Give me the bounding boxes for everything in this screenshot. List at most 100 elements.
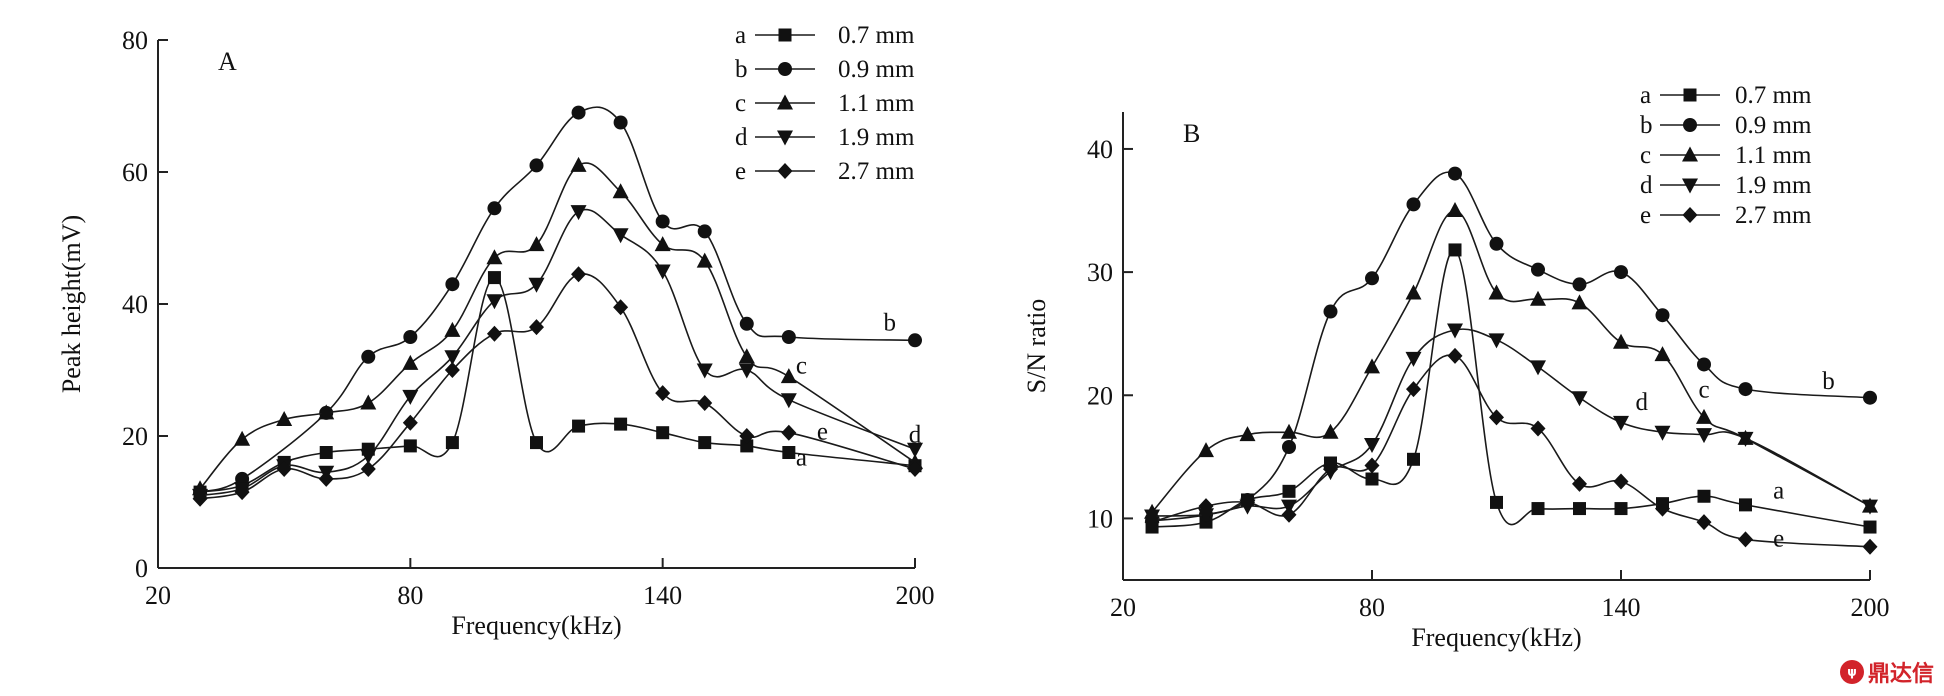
legend-marker-icon: [1683, 118, 1697, 132]
y-tick-label: 80: [122, 26, 148, 55]
data-point: [656, 426, 670, 440]
data-point: [1862, 499, 1878, 515]
data-point: [528, 236, 545, 252]
legend-entry-d: d 1.9 mm: [1640, 172, 1812, 199]
data-point: [1738, 531, 1753, 548]
legend-marker-icon: [1682, 207, 1698, 223]
data-point: [360, 394, 377, 410]
x-tick-label: 20: [145, 581, 171, 610]
y-tick-label: 20: [1087, 381, 1113, 410]
series-line-b: [1151, 171, 1871, 522]
data-point: [1696, 428, 1712, 444]
y-tick-label: 0: [135, 554, 148, 583]
data-point: [1571, 294, 1588, 310]
data-point: [655, 385, 671, 402]
data-point: [781, 424, 797, 441]
data-point: [1654, 425, 1671, 441]
data-point: [1530, 360, 1546, 376]
panel-b: 20 80 140 200 10 20 30 40 Frequency(kHz) S/N rati…: [1022, 82, 1890, 652]
data-point: [738, 348, 755, 364]
data-point: [1364, 438, 1380, 454]
curve-label-b: b: [884, 309, 897, 336]
legend-entry-c: c 1.1 mm: [1640, 142, 1812, 169]
legend-label: 0.7 mm: [1735, 82, 1812, 109]
x-tick-label: 20: [1110, 593, 1136, 622]
legend-marker-icon: [777, 163, 793, 179]
data-point: [1448, 166, 1462, 181]
data-point: [1697, 357, 1711, 372]
data-point: [1613, 333, 1629, 349]
data-point: [908, 333, 922, 348]
y-tick-label: 10: [1087, 504, 1113, 533]
legend-marker-icon: [777, 94, 793, 110]
data-point: [402, 414, 418, 431]
data-point: [780, 393, 797, 409]
legend-label: 2.7 mm: [838, 158, 915, 185]
data-point: [1364, 358, 1380, 374]
data-point: [1655, 500, 1670, 517]
legend-marker-icon: [1682, 146, 1698, 162]
data-point: [276, 411, 293, 426]
data-point: [318, 404, 335, 420]
data-point: [1530, 420, 1546, 437]
legend-entry-a: a 0.7 mm: [1640, 82, 1812, 109]
legend-label: 1.9 mm: [838, 124, 915, 151]
data-point: [782, 446, 796, 459]
data-point: [738, 363, 755, 379]
data-point: [444, 362, 460, 378]
legend-entry-b: b 0.9 mm: [1640, 112, 1812, 139]
curve-label-c: c: [1698, 377, 1709, 404]
data-point: [445, 436, 459, 450]
legend-marker-icon: [1683, 88, 1697, 102]
data-point: [696, 252, 713, 268]
series-c: [1144, 202, 1878, 519]
series-line-b: [199, 106, 916, 493]
data-point: [696, 363, 713, 379]
legend-marker-icon: [778, 28, 792, 42]
data-point: [740, 439, 754, 453]
y-axis-title: S/N ratio: [1022, 299, 1051, 394]
data-point: [614, 417, 628, 431]
data-point: [487, 201, 502, 216]
panel-label: B: [1183, 119, 1200, 148]
series-line-c: [1151, 209, 1871, 513]
data-point: [1448, 243, 1462, 257]
data-point: [360, 449, 377, 465]
data-point: [276, 461, 292, 477]
curve-label-d: d: [909, 422, 922, 449]
curve-label-c: c: [796, 352, 807, 379]
data-point: [1571, 391, 1588, 407]
data-point: [1198, 508, 1214, 524]
series-a: [1145, 243, 1877, 534]
data-point: [1407, 452, 1420, 466]
data-point: [781, 330, 796, 344]
data-point: [780, 368, 797, 384]
data-point: [486, 325, 502, 342]
legend-letter: b: [1640, 112, 1653, 139]
series-line-a: [1151, 249, 1871, 528]
data-point: [655, 214, 670, 229]
data-point: [907, 461, 923, 477]
data-point: [361, 349, 376, 364]
curve-label-a: a: [1773, 478, 1784, 505]
legend-label: 2.7 mm: [1735, 202, 1812, 229]
series-line-e: [1151, 354, 1871, 548]
data-point: [572, 419, 586, 433]
data-point: [1654, 346, 1671, 362]
data-point: [1282, 484, 1296, 498]
curve-label-a: a: [796, 445, 807, 472]
data-point: [192, 490, 208, 507]
x-axis-title: Frequency(kHz): [451, 611, 621, 640]
x-tick-label: 200: [896, 581, 935, 610]
data-point: [1531, 262, 1545, 277]
data-point: [1863, 520, 1877, 534]
data-point: [403, 439, 417, 453]
legend-label: 1.1 mm: [838, 90, 915, 117]
data-point: [1323, 304, 1338, 319]
data-point: [570, 205, 587, 221]
curve-label-e: e: [1773, 526, 1784, 553]
data-point: [570, 156, 587, 172]
data-point: [1282, 439, 1296, 454]
legend-label: 1.1 mm: [1735, 142, 1812, 169]
data-point: [571, 266, 587, 283]
